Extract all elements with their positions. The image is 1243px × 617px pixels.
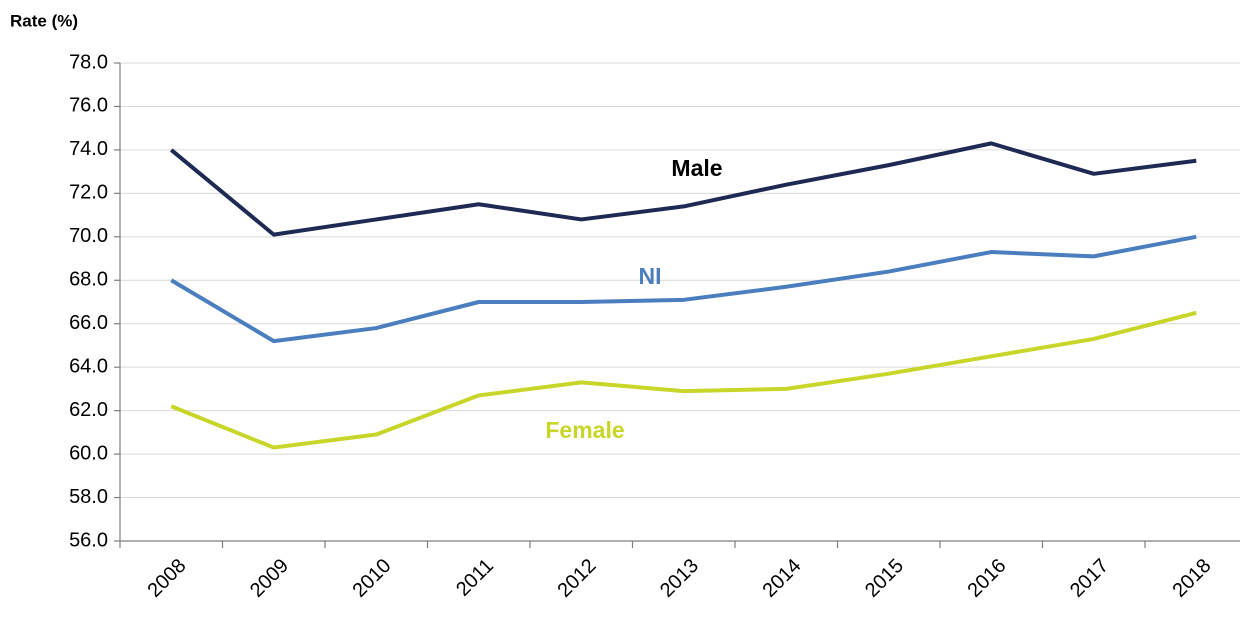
y-tick-label: 70.0: [69, 225, 108, 247]
y-tick-label: 78.0: [69, 51, 108, 73]
y-tick-label: 76.0: [69, 95, 108, 117]
x-tick-label: 2012: [553, 555, 600, 602]
y-tick-label: 72.0: [69, 182, 108, 204]
y-tick-label: 74.0: [69, 138, 108, 160]
line-series: [170, 234, 1197, 344]
y-axis-label: Rate (%): [10, 11, 78, 30]
x-tick-label: 2010: [348, 555, 395, 602]
y-tick-label: 56.0: [69, 529, 108, 551]
x-tick-label: 2008: [143, 555, 190, 602]
series-label: Male: [671, 155, 722, 181]
x-tick-label: 2018: [1168, 555, 1215, 602]
y-tick-label: 58.0: [69, 486, 108, 508]
y-tick-label: 66.0: [69, 312, 108, 334]
x-tick-label: 2017: [1066, 555, 1113, 602]
x-tick-label: 2016: [963, 555, 1010, 602]
series-label: Female: [545, 417, 624, 443]
x-tick-label: 2011: [452, 555, 498, 601]
x-tick-label: 2014: [758, 555, 805, 602]
y-tick-label: 64.0: [69, 355, 108, 377]
x-tick-label: 2009: [246, 555, 293, 602]
series-label: NI: [639, 263, 662, 289]
line-series: [169, 141, 1197, 237]
x-tick-label: 2015: [861, 555, 908, 602]
line-series: [170, 310, 1197, 450]
y-tick-label: 60.0: [69, 442, 108, 464]
y-tick-label: 68.0: [69, 269, 108, 291]
y-tick-label: 62.0: [69, 399, 108, 421]
x-tick-label: 2013: [656, 555, 703, 602]
